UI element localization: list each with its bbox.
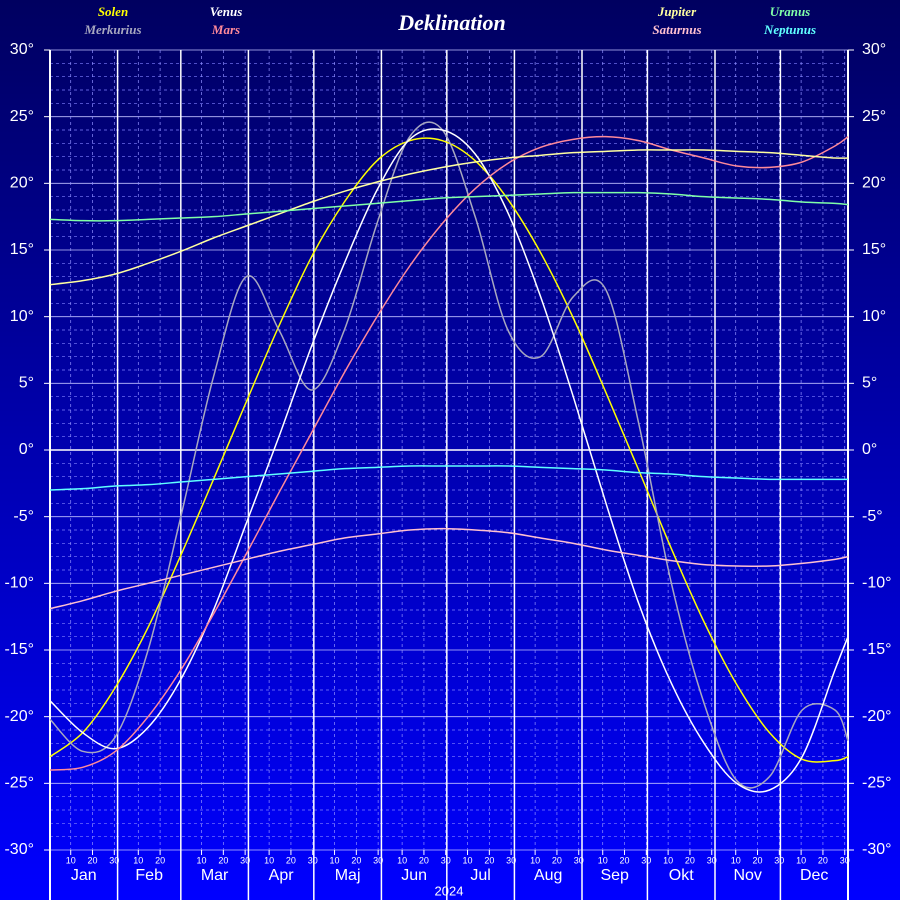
day-tick-label: 10: [796, 855, 806, 865]
y-tick-label: 0°: [862, 441, 877, 458]
chart-title: Deklination: [397, 10, 506, 35]
day-tick-label: 10: [731, 855, 741, 865]
day-tick-label: 20: [552, 855, 562, 865]
y-tick-label: -20°: [4, 708, 34, 725]
legend-entry: Merkurius: [83, 22, 141, 37]
day-tick-label: 20: [155, 855, 165, 865]
day-tick-label: 10: [397, 855, 407, 865]
day-tick-label: 10: [264, 855, 274, 865]
day-tick-label: 30: [441, 855, 451, 865]
month-label: Jun: [401, 867, 427, 884]
day-tick-label: 20: [484, 855, 494, 865]
day-tick-label: 30: [707, 855, 717, 865]
y-tick-label: 25°: [862, 108, 886, 125]
y-tick-label: -25°: [4, 775, 34, 792]
y-tick-label: -10°: [4, 575, 34, 592]
day-tick-label: 20: [419, 855, 429, 865]
legend-entry: Jupiter: [657, 4, 697, 19]
day-tick-label: 10: [66, 855, 76, 865]
month-label: Jan: [71, 867, 97, 884]
y-tick-label: -30°: [4, 841, 34, 858]
legend-entry: Venus: [210, 4, 243, 19]
month-label: Sep: [600, 867, 629, 884]
day-tick-label: 10: [530, 855, 540, 865]
day-tick-label: 30: [774, 855, 784, 865]
month-label: Dec: [800, 867, 828, 884]
y-tick-label: 10°: [10, 308, 34, 325]
day-tick-label: 20: [753, 855, 763, 865]
legend-entry: Solen: [98, 4, 128, 19]
legend-entry: Mars: [211, 22, 240, 37]
day-tick-label: 10: [463, 855, 473, 865]
month-label: Jul: [470, 867, 490, 884]
y-tick-label: -10°: [862, 575, 892, 592]
legend-entry: Saturnus: [652, 22, 701, 37]
y-tick-label: 5°: [862, 375, 877, 392]
y-tick-label: -25°: [862, 775, 892, 792]
day-tick-label: 30: [240, 855, 250, 865]
day-tick-label: 30: [641, 855, 651, 865]
legend-entry: Uranus: [770, 4, 810, 19]
series-line: [49, 128, 849, 793]
day-tick-label: 10: [330, 855, 340, 865]
y-tick-label: 5°: [19, 375, 34, 392]
month-label: Nov: [733, 867, 761, 884]
day-tick-label: 20: [286, 855, 296, 865]
series-line: [49, 191, 849, 222]
day-tick-label: 10: [197, 855, 207, 865]
y-tick-label: 30°: [10, 41, 34, 58]
series-line: [49, 149, 849, 286]
y-tick-label: 15°: [862, 241, 886, 258]
y-tick-label: -15°: [862, 641, 892, 658]
x-axis-label: 2024: [435, 883, 464, 898]
month-label: Maj: [335, 867, 361, 884]
day-tick-label: 20: [818, 855, 828, 865]
y-tick-label: 20°: [862, 175, 886, 192]
day-tick-label: 20: [218, 855, 228, 865]
month-label: Aug: [534, 867, 562, 884]
day-tick-label: 30: [840, 855, 850, 865]
day-tick-label: 10: [663, 855, 673, 865]
day-tick-label: 20: [620, 855, 630, 865]
series-line: [49, 121, 849, 789]
y-tick-label: -5°: [13, 508, 34, 525]
day-tick-label: 10: [598, 855, 608, 865]
month-label: Feb: [135, 867, 163, 884]
month-label: Okt: [669, 867, 694, 884]
y-tick-label: -20°: [862, 708, 892, 725]
series-line: [49, 527, 849, 610]
y-tick-label: 10°: [862, 308, 886, 325]
series-line: [49, 135, 849, 771]
month-label: Mar: [201, 867, 229, 884]
day-tick-label: 10: [133, 855, 143, 865]
series-line: [49, 465, 848, 491]
y-tick-label: 20°: [10, 175, 34, 192]
day-tick-label: 30: [506, 855, 516, 865]
day-tick-label: 20: [88, 855, 98, 865]
y-tick-label: 25°: [10, 108, 34, 125]
month-label: Apr: [269, 867, 295, 884]
day-tick-label: 30: [308, 855, 318, 865]
day-tick-label: 30: [373, 855, 383, 865]
y-tick-label: -5°: [862, 508, 883, 525]
series-line: [49, 137, 849, 763]
day-tick-label: 30: [574, 855, 584, 865]
y-tick-label: -30°: [862, 841, 892, 858]
day-tick-label: 20: [351, 855, 361, 865]
day-tick-label: 30: [109, 855, 119, 865]
day-tick-label: 20: [685, 855, 695, 865]
y-tick-label: 0°: [19, 441, 34, 458]
y-tick-label: 30°: [862, 41, 886, 58]
y-tick-label: 15°: [10, 241, 34, 258]
y-tick-label: -15°: [4, 641, 34, 658]
legend-entry: Neptunus: [763, 22, 816, 37]
